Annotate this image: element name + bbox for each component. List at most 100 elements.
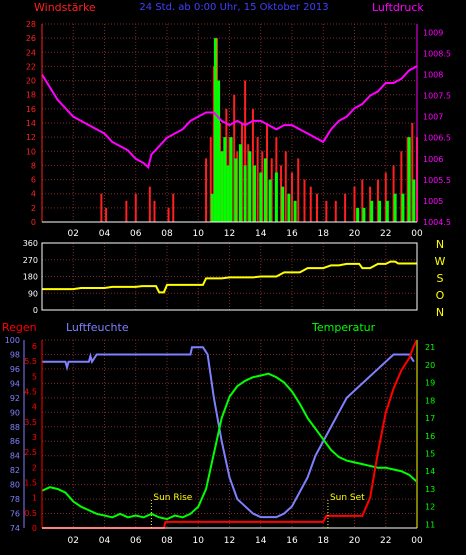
wind-tick-label: 24 xyxy=(26,48,36,57)
x-tick-label: 18 xyxy=(318,536,330,546)
direction-axes: 0 90 180 270 360 xyxy=(23,239,418,315)
wind-tick-label: 6 xyxy=(31,176,36,185)
chart-title: 24 Std. ab 0:00 Uhr, 15 Oktober 2013 xyxy=(139,2,328,13)
x-tick-label: 22 xyxy=(380,536,391,546)
direction-line xyxy=(42,260,417,294)
temperature-tick-label: 20 xyxy=(425,361,435,370)
wind-pressure-panel: 24 Std. ab 0:00 Uhr, 15 Oktober 2013 Win… xyxy=(26,1,451,239)
avg-wind-bar xyxy=(412,179,416,222)
temperature-tick-label: 12 xyxy=(425,503,435,512)
x-tick-label: 06 xyxy=(130,229,142,239)
luftdruck-label: Luftdruck xyxy=(372,1,424,14)
rain-tick-label: 1.5 xyxy=(24,479,37,488)
pressure-tick-label: 1008.5 xyxy=(423,49,451,58)
compass-letter-n: N xyxy=(436,306,444,319)
gust-bar xyxy=(233,94,236,222)
rain-tick-label: 4.5 xyxy=(24,388,37,397)
gust-bar xyxy=(361,179,364,222)
luftfeuchte-label: Luftfeuchte xyxy=(66,321,129,334)
avg-wind-bar xyxy=(226,165,230,222)
avg-wind-bar xyxy=(220,151,224,222)
x-tick-label: 16 xyxy=(286,536,298,546)
avg-wind-bar xyxy=(287,193,291,222)
x-tick-label: 20 xyxy=(349,536,361,546)
temperature-tick-label: 21 xyxy=(425,343,435,352)
gust-bar xyxy=(411,123,414,222)
pressure-tick-label: 1008 xyxy=(423,71,443,80)
pressure-tick-label: 1007 xyxy=(423,113,443,122)
humidity-tick-label: 86 xyxy=(10,437,20,446)
regen-label: Regen xyxy=(2,321,37,334)
avg-wind-bar xyxy=(362,207,366,222)
temperature-tick-label: 14 xyxy=(425,467,435,476)
avg-wind-bar xyxy=(223,137,227,222)
x-tick-label: 20 xyxy=(349,229,361,239)
compass-letter-s: S xyxy=(437,272,444,285)
rain-tick-label: 6 xyxy=(32,342,37,351)
gust-bar xyxy=(400,151,403,222)
avg-wind-bar xyxy=(217,80,221,222)
x-tick-label: 04 xyxy=(99,536,111,546)
climate-axes: 7476788082848688909294969810000.511.522.… xyxy=(5,336,435,546)
gust-bar xyxy=(369,186,372,222)
rain-tick-label: 5.5 xyxy=(24,357,37,366)
wind-tick-label: 22 xyxy=(26,62,36,71)
gust-bar xyxy=(225,108,228,222)
gust-bar xyxy=(266,123,268,222)
x-tick-label: 08 xyxy=(161,536,173,546)
rain-tick-label: 4 xyxy=(32,403,37,412)
gust-bar xyxy=(384,172,387,222)
avg-wind-bar xyxy=(213,38,217,223)
x-tick-label: 00 xyxy=(411,229,423,239)
humidity-tick-label: 90 xyxy=(10,408,20,417)
gust-bar xyxy=(209,137,212,222)
gust-bar xyxy=(148,186,151,222)
x-tick-label: 14 xyxy=(255,229,267,239)
rain-tick-label: 2 xyxy=(32,463,37,472)
avg-wind-bar xyxy=(234,158,238,222)
gust-bar xyxy=(244,80,247,222)
humidity-tick-label: 92 xyxy=(10,394,20,403)
humidity-tick-label: 74 xyxy=(10,524,20,533)
wind-marks xyxy=(41,38,418,223)
temperature-tick-label: 18 xyxy=(425,396,435,405)
gust-bar xyxy=(376,179,379,222)
gust-bar xyxy=(309,186,312,222)
temperature-tick-label: 16 xyxy=(425,432,435,441)
avg-wind-bar xyxy=(385,200,389,222)
gust-bar xyxy=(406,137,409,222)
avg-wind-bar xyxy=(274,172,278,222)
gust-bar xyxy=(297,158,300,222)
wind-tick-label: 26 xyxy=(26,34,36,43)
humidity-tick-label: 76 xyxy=(10,510,20,519)
wind-tick-label: 18 xyxy=(26,91,36,100)
wind-tick-label: 28 xyxy=(26,20,36,29)
gust-bar xyxy=(153,200,156,222)
x-tick-label: 10 xyxy=(193,536,205,546)
x-tick-label: 04 xyxy=(99,229,111,239)
direction-tick-label: 360 xyxy=(23,239,38,248)
gust-bar xyxy=(247,144,250,222)
x-tick-label: 08 xyxy=(161,229,173,239)
humidity-tick-label: 94 xyxy=(10,379,20,388)
temperature-tick-label: 15 xyxy=(425,450,435,459)
x-tick-label: 12 xyxy=(224,229,235,239)
gust-bar xyxy=(219,123,222,222)
humidity-tick-label: 88 xyxy=(10,423,20,432)
pressure-tick-label: 1006 xyxy=(423,155,443,164)
rain-tick-label: 0.5 xyxy=(24,509,37,518)
gust-bar xyxy=(222,151,225,222)
gust-bar xyxy=(241,123,243,222)
x-tick-label: 10 xyxy=(193,229,205,239)
pressure-tick-label: 1006.5 xyxy=(423,134,451,143)
sun-annotations: Sun Rise Sun Set xyxy=(150,493,365,528)
windstaerke-label: Windstärke xyxy=(34,1,96,14)
x-tick-label: 12 xyxy=(224,536,235,546)
gust-bar xyxy=(125,200,128,222)
gust-bar xyxy=(344,193,347,222)
humidity-tick-label: 96 xyxy=(10,365,20,374)
direction-tick-label: 270 xyxy=(23,256,38,265)
wind-tick-label: 4 xyxy=(31,190,36,199)
